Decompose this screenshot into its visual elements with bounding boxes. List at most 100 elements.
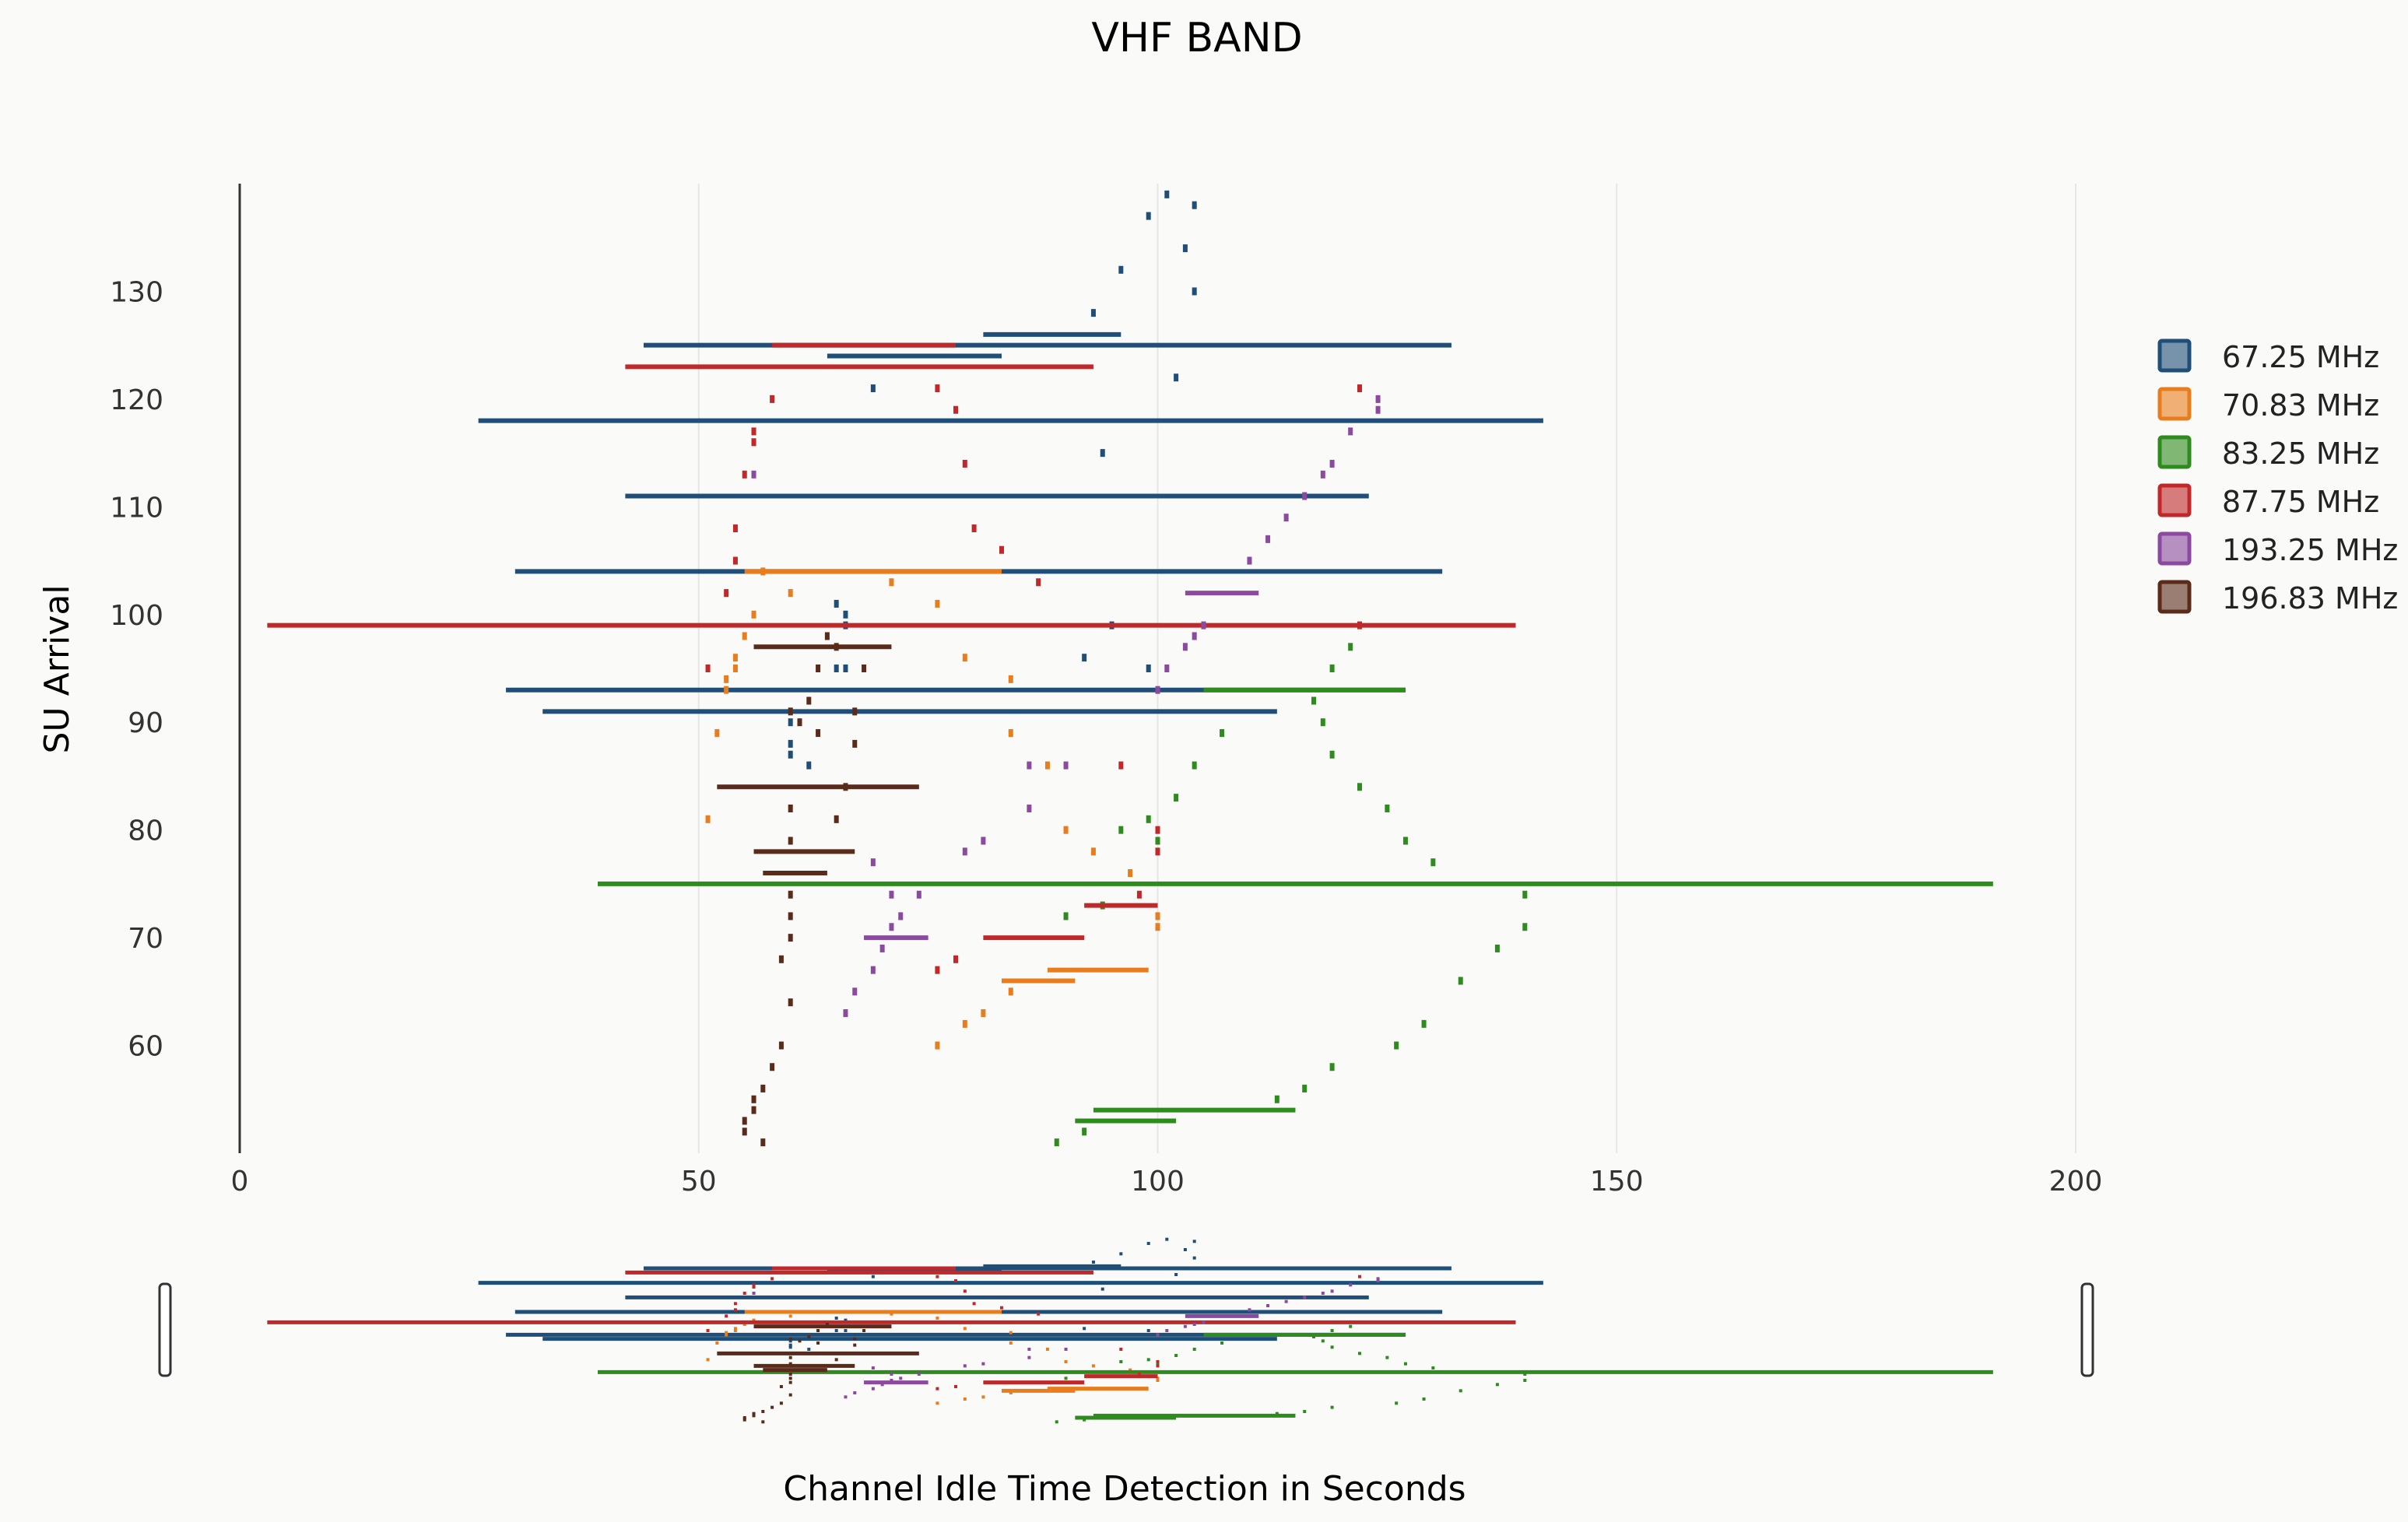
- data-point[interactable]: [1283, 514, 1289, 522]
- data-point[interactable]: [1192, 201, 1197, 209]
- data-point[interactable]: [1008, 675, 1013, 683]
- data-point[interactable]: [788, 750, 793, 759]
- data-point[interactable]: [1146, 212, 1151, 220]
- range-slider[interactable]: [158, 1233, 2094, 1428]
- data-point[interactable]: [1174, 373, 1179, 382]
- data-point[interactable]: [889, 923, 894, 931]
- data-point[interactable]: [1155, 836, 1160, 845]
- data-point[interactable]: [1329, 665, 1335, 672]
- data-point[interactable]: [1118, 265, 1124, 274]
- data-point[interactable]: [870, 966, 876, 974]
- data-point[interactable]: [1128, 869, 1133, 878]
- data-point[interactable]: [806, 761, 812, 770]
- data-point[interactable]: [1402, 836, 1408, 845]
- data-point[interactable]: [724, 686, 729, 694]
- data-point[interactable]: [732, 654, 738, 662]
- data-point[interactable]: [742, 1127, 747, 1136]
- data-point[interactable]: [962, 1019, 967, 1028]
- data-point[interactable]: [870, 384, 876, 393]
- legend-item[interactable]: 70.83 MHz: [2157, 387, 2379, 423]
- data-point[interactable]: [962, 654, 967, 662]
- data-point[interactable]: [788, 912, 793, 921]
- data-point[interactable]: [1329, 1063, 1335, 1071]
- data-point[interactable]: [816, 665, 821, 672]
- data-point[interactable]: [770, 1063, 775, 1071]
- legend-item[interactable]: 196.83 MHz: [2157, 580, 2398, 615]
- legend-item[interactable]: 193.25 MHz: [2157, 531, 2398, 567]
- data-point[interactable]: [852, 739, 858, 748]
- data-point[interactable]: [889, 890, 894, 899]
- data-point[interactable]: [1164, 190, 1170, 198]
- data-point[interactable]: [1054, 1138, 1059, 1147]
- data-point[interactable]: [1118, 761, 1124, 770]
- data-point[interactable]: [788, 589, 793, 598]
- data-point[interactable]: [1320, 470, 1325, 479]
- data-point[interactable]: [724, 675, 729, 683]
- data-point[interactable]: [732, 665, 738, 672]
- data-point[interactable]: [1155, 826, 1160, 834]
- data-point[interactable]: [1421, 1019, 1427, 1028]
- data-point[interactable]: [724, 589, 729, 598]
- data-point[interactable]: [1220, 729, 1225, 738]
- data-point[interactable]: [1182, 244, 1188, 253]
- data-point[interactable]: [898, 912, 904, 921]
- data-point[interactable]: [1522, 923, 1528, 931]
- data-point[interactable]: [788, 739, 793, 748]
- data-point[interactable]: [1136, 890, 1142, 899]
- data-point[interactable]: [870, 858, 876, 867]
- data-point[interactable]: [843, 610, 848, 619]
- data-point[interactable]: [1082, 654, 1087, 662]
- data-point[interactable]: [935, 1041, 940, 1050]
- data-point[interactable]: [935, 599, 940, 608]
- data-point[interactable]: [889, 578, 894, 587]
- data-point[interactable]: [1174, 794, 1179, 802]
- data-point[interactable]: [1100, 449, 1105, 458]
- data-point[interactable]: [852, 987, 858, 996]
- data-point[interactable]: [778, 955, 784, 963]
- data-point[interactable]: [981, 1009, 986, 1018]
- data-point[interactable]: [1201, 621, 1206, 629]
- data-point[interactable]: [962, 459, 967, 468]
- data-point[interactable]: [751, 1106, 756, 1114]
- data-point[interactable]: [788, 804, 793, 812]
- data-point[interactable]: [1146, 815, 1151, 823]
- data-point[interactable]: [1494, 944, 1500, 952]
- data-point[interactable]: [705, 665, 711, 672]
- data-point[interactable]: [1146, 665, 1151, 672]
- data-point[interactable]: [742, 632, 747, 640]
- data-point[interactable]: [834, 643, 839, 651]
- data-point[interactable]: [732, 524, 738, 533]
- data-point[interactable]: [1329, 750, 1335, 759]
- data-point[interactable]: [999, 545, 1004, 554]
- data-point[interactable]: [1375, 405, 1381, 414]
- data-point[interactable]: [760, 1138, 766, 1147]
- data-point[interactable]: [824, 632, 830, 640]
- data-point[interactable]: [705, 815, 711, 823]
- data-point[interactable]: [778, 1041, 784, 1050]
- data-point[interactable]: [843, 783, 848, 791]
- data-point[interactable]: [742, 1117, 747, 1125]
- legend[interactable]: 67.25 MHz 70.83 MHz 83.25 MHz 87.75 MHz 193…: [2157, 338, 2398, 615]
- data-point[interactable]: [834, 599, 839, 608]
- data-point[interactable]: [935, 966, 940, 974]
- data-point[interactable]: [1192, 761, 1197, 770]
- data-point[interactable]: [806, 696, 812, 705]
- data-point[interactable]: [1522, 890, 1528, 899]
- main-plot-area[interactable]: [267, 190, 1993, 1147]
- data-point[interactable]: [1302, 492, 1308, 500]
- data-point[interactable]: [1192, 632, 1197, 640]
- data-point[interactable]: [714, 729, 720, 738]
- data-point[interactable]: [1044, 761, 1050, 770]
- data-point[interactable]: [1348, 643, 1353, 651]
- data-point[interactable]: [1385, 804, 1390, 812]
- data-point[interactable]: [760, 567, 766, 576]
- data-point[interactable]: [1090, 309, 1096, 317]
- data-point[interactable]: [788, 707, 793, 716]
- data-point[interactable]: [953, 405, 959, 414]
- data-point[interactable]: [1247, 556, 1252, 565]
- data-point[interactable]: [1118, 826, 1124, 834]
- data-point[interactable]: [1155, 912, 1160, 921]
- data-point[interactable]: [1320, 718, 1325, 727]
- legend-item[interactable]: 83.25 MHz: [2157, 435, 2379, 471]
- data-point[interactable]: [1274, 1095, 1279, 1103]
